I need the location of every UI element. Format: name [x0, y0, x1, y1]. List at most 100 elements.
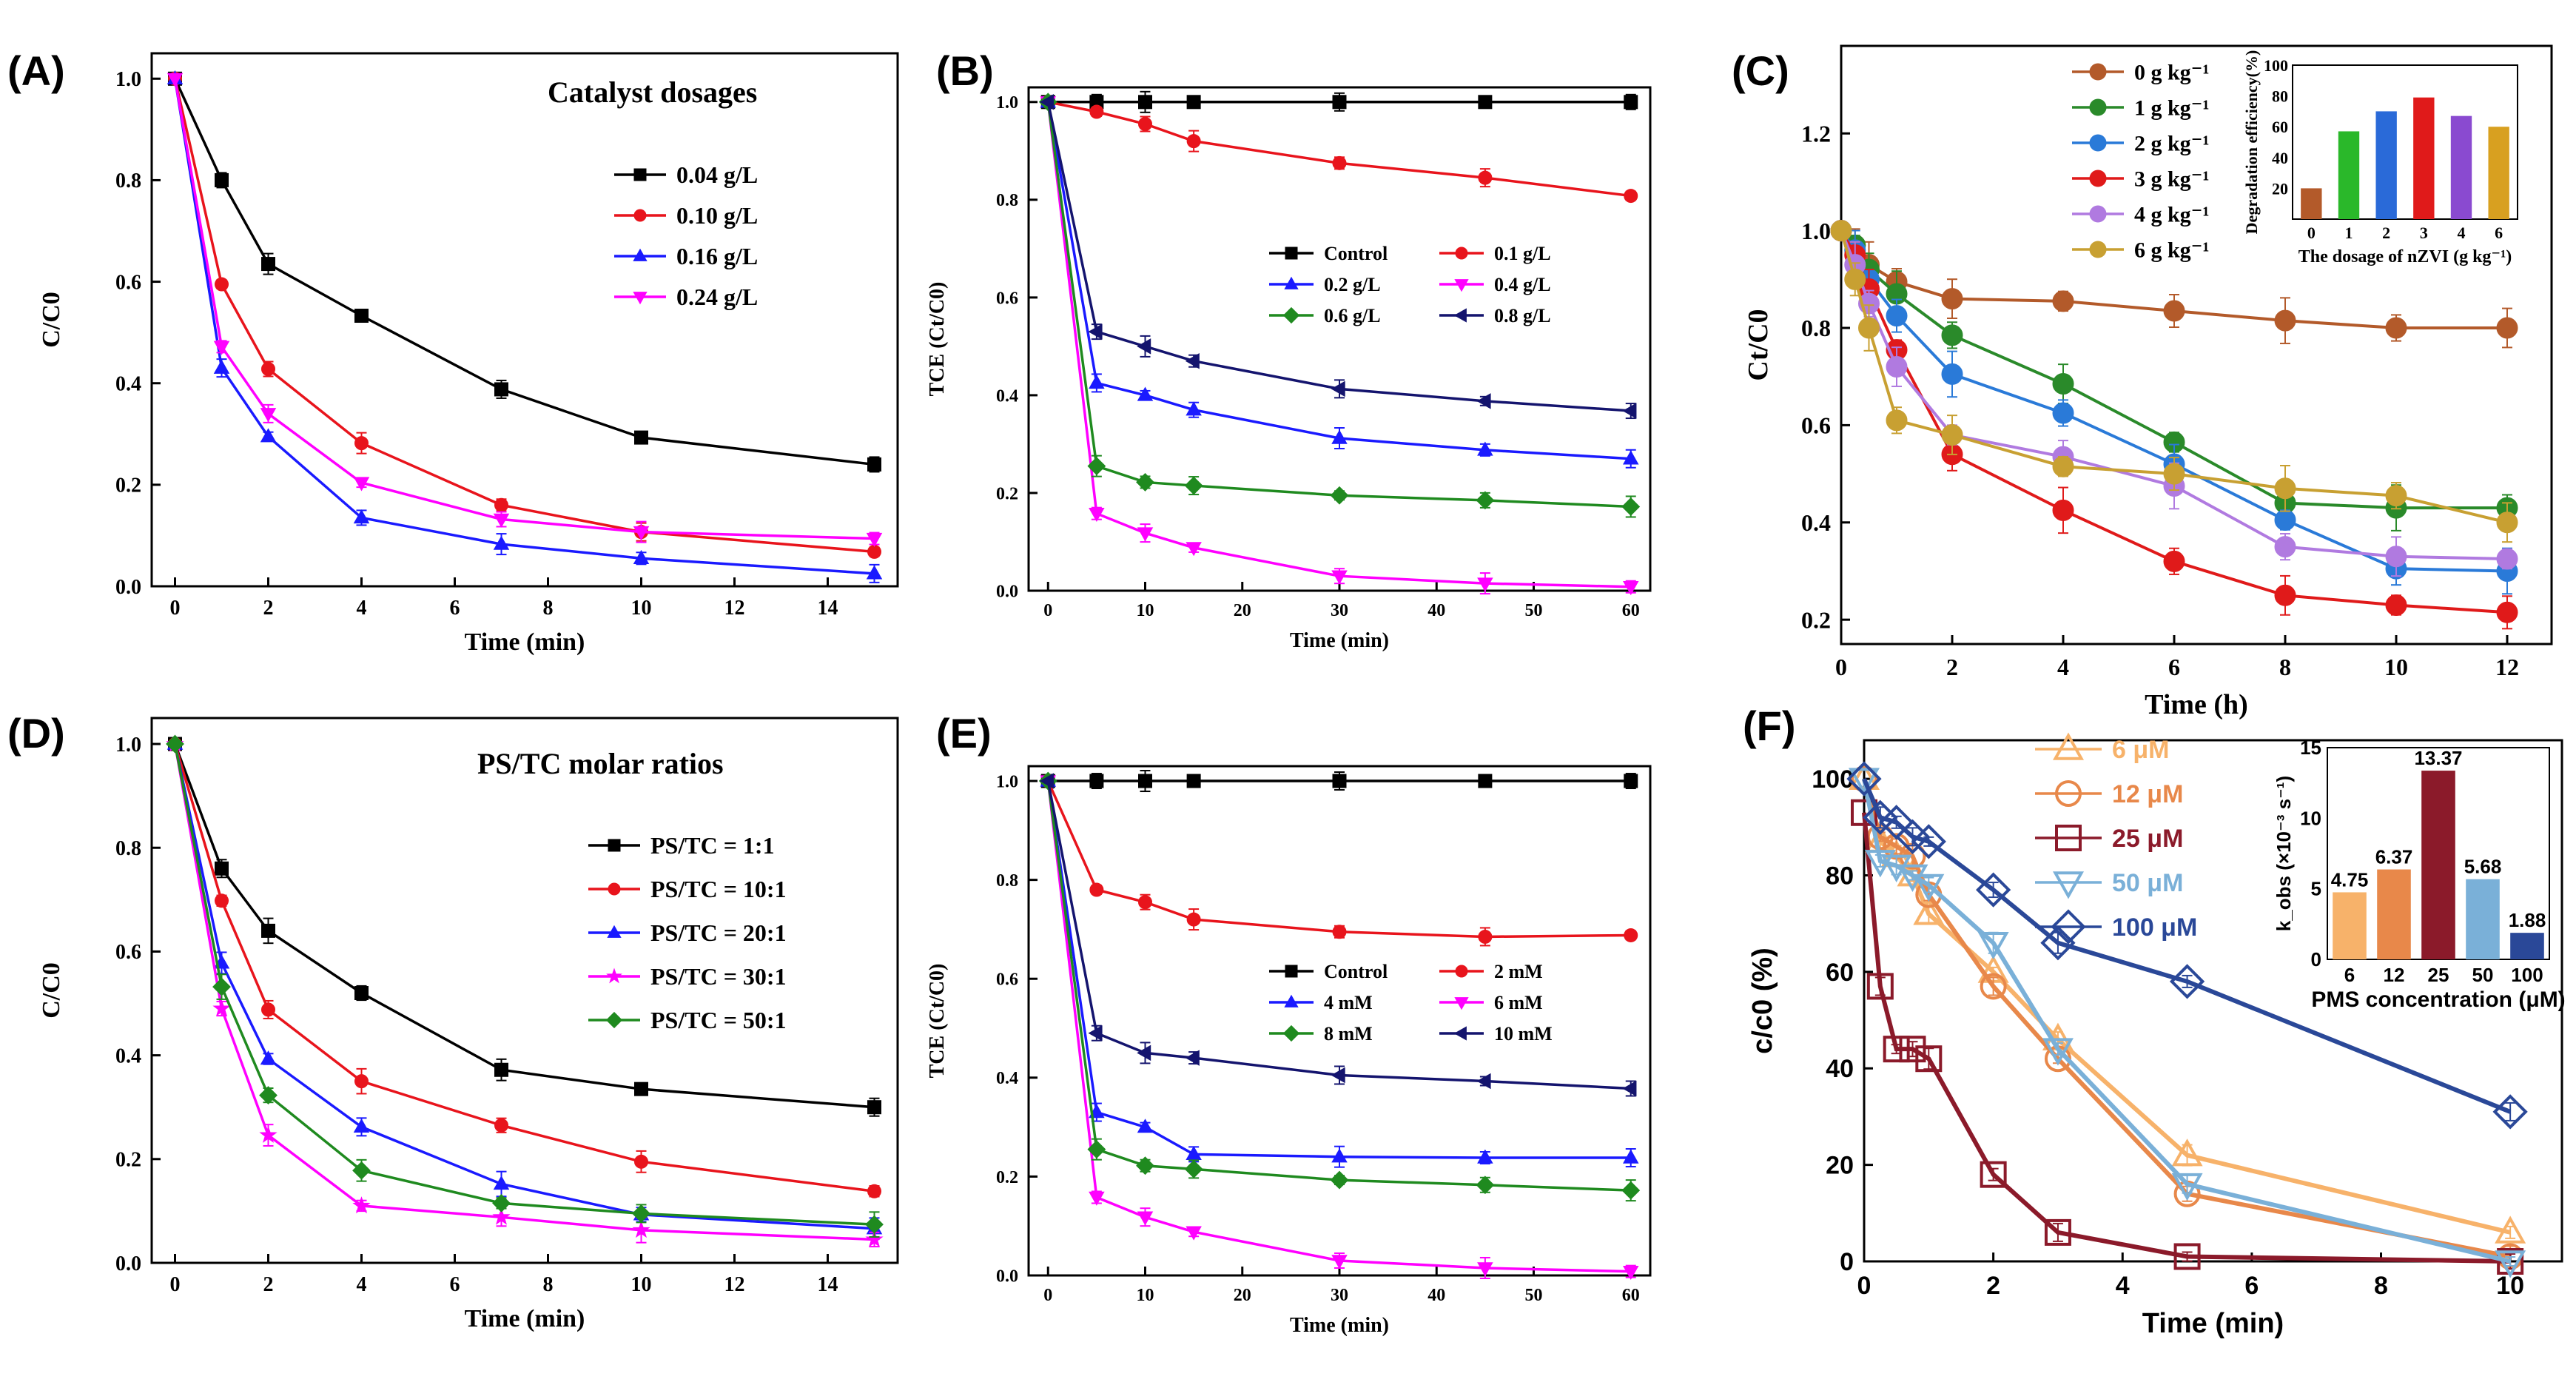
legend-marker [2089, 170, 2107, 187]
legend-label: 0.2 g/L [1324, 274, 1381, 295]
data-point [1980, 1161, 2007, 1188]
data-point [1624, 928, 1638, 942]
inset-bar [2510, 933, 2544, 959]
series-line [1046, 780, 1631, 1192]
data-point [1089, 774, 1104, 788]
legend-label: 0.10 g/L [676, 202, 758, 229]
y-tick-label: 0.4 [996, 1069, 1018, 1088]
legend-label: 6 mM [1494, 992, 1543, 1013]
legend-label: Control [1324, 243, 1388, 264]
data-point [1897, 864, 1928, 892]
legend-label: 50 μM [2112, 869, 2183, 897]
data-point [1476, 1176, 1495, 1195]
x-tick-label: 60 [1622, 1286, 1640, 1305]
x-tick-label: 12 [2495, 654, 2519, 680]
data-point [2042, 1038, 2074, 1066]
data-point [634, 1081, 648, 1096]
legend-label: 0.16 g/L [676, 243, 758, 269]
series-line [1840, 229, 2508, 573]
data-point [1088, 323, 1103, 340]
legend-marker [1453, 308, 1467, 323]
inset-y-tick-label: 100 [2264, 56, 2288, 75]
x-tick-label: 8 [2279, 654, 2291, 680]
legend-marker [1455, 965, 1468, 978]
x-tick-label: 6 [2168, 654, 2180, 680]
series-2 [167, 70, 883, 583]
x-tick-label: 4 [357, 1273, 367, 1296]
x-axis-label: Time (min) [465, 628, 585, 656]
data-point [1330, 1170, 1349, 1190]
series-5 [1039, 94, 1637, 420]
data-point [1087, 1140, 1106, 1159]
inset-y-tick-label: 15 [2300, 737, 2321, 759]
data-point [1913, 897, 1945, 925]
inset-x-tick-label: 6 [2495, 224, 2503, 242]
inset-x-tick-label: 3 [2420, 224, 2428, 242]
legend-marker [1285, 247, 1298, 260]
data-point [1911, 824, 1946, 859]
data-point [1137, 338, 1151, 355]
legend-marker [1285, 965, 1298, 978]
x-tick-label: 40 [1427, 601, 1445, 620]
series-3 [1830, 220, 2518, 630]
y-tick-label: 0.2 [115, 474, 141, 497]
legend-label: 25 μM [2112, 825, 2183, 853]
data-point [2495, 1215, 2526, 1244]
legend-marker [1453, 1026, 1467, 1041]
x-tick-label: 0 [1043, 1286, 1052, 1305]
series-0 [168, 71, 881, 473]
legend-marker [633, 292, 648, 305]
x-tick-label: 8 [543, 1273, 554, 1296]
x-tick-label: 4 [2116, 1272, 2130, 1300]
x-tick-label: 10 [1137, 601, 1154, 620]
legend-marker [2089, 98, 2107, 116]
series-2 [1830, 220, 2518, 595]
data-point [1477, 1149, 1493, 1164]
legend-marker [608, 882, 621, 896]
data-point [2173, 1243, 2201, 1270]
x-tick-label: 2 [263, 597, 274, 620]
data-point [1624, 189, 1638, 204]
data-point [1136, 473, 1154, 492]
x-tick-label: 20 [1234, 601, 1251, 620]
data-point [212, 977, 231, 996]
x-tick-label: 10 [2384, 654, 2408, 680]
y-tick-label: 0.6 [1801, 412, 1831, 439]
inset-bar-value: 1.88 [2509, 909, 2546, 931]
legend-marker [2052, 871, 2085, 899]
data-point [866, 532, 883, 547]
legend-label: PS/TC = 1:1 [650, 832, 775, 859]
data-point [1622, 1265, 1639, 1281]
data-point [1848, 768, 1880, 796]
data-point [2163, 463, 2185, 485]
inset-bar [2377, 869, 2411, 959]
y-tick-label: 0.0 [996, 1267, 1018, 1286]
x-tick-label: 12 [724, 597, 745, 620]
inset-bar-value: 4.75 [2331, 868, 2369, 891]
data-point [2496, 548, 2518, 570]
legend-label: 0.1 g/L [1494, 243, 1551, 264]
x-tick-label: 60 [1622, 601, 1640, 620]
data-point [261, 923, 275, 938]
panel-b: 0 10 20 30 40 50 60 0.0 0.2 0.4 0.6 0.8 1.0 Time (min… [926, 47, 1652, 652]
series-line [173, 78, 875, 466]
inset-y-tick-label: 20 [2272, 179, 2288, 198]
data-point [1941, 363, 1963, 385]
legend-marker [2052, 732, 2085, 760]
legend-label: 8 mM [1324, 1023, 1373, 1044]
data-point [494, 497, 508, 512]
panel-label: (A) [7, 47, 65, 94]
data-point [2163, 550, 2185, 572]
data-point [1624, 95, 1638, 110]
data-point [1186, 1226, 1202, 1241]
data-point [213, 341, 230, 355]
data-point [2496, 512, 2518, 534]
x-tick-label: 14 [818, 1273, 838, 1296]
y-tick-label: 0.6 [115, 271, 141, 294]
data-point [1089, 1191, 1105, 1206]
data-point [215, 277, 229, 292]
series-line [173, 78, 875, 575]
legend-marker [1454, 997, 1469, 1010]
data-point [1477, 441, 1493, 456]
data-point [2052, 455, 2074, 477]
